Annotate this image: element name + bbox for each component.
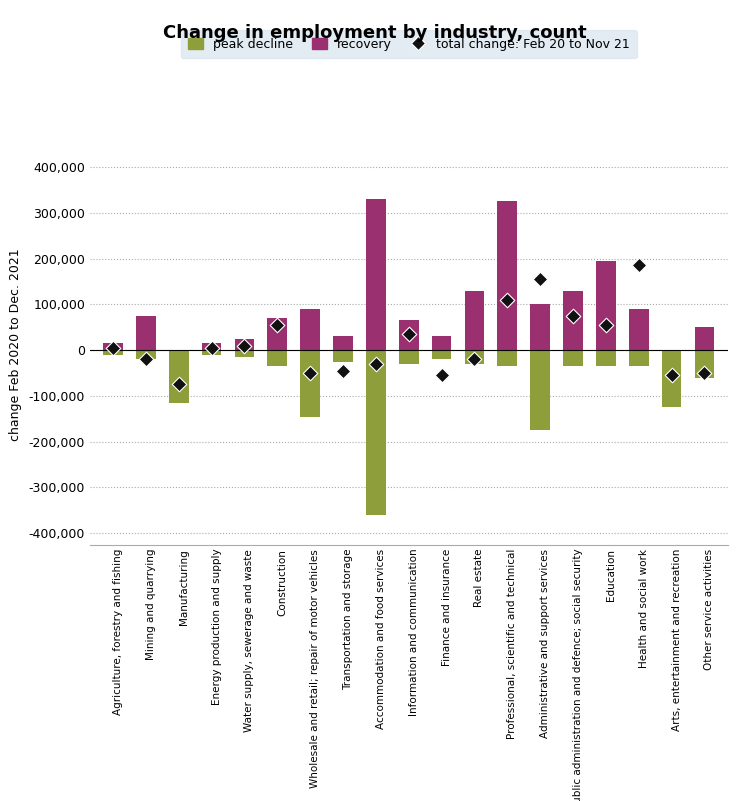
Bar bbox=[333, 350, 353, 361]
Bar bbox=[432, 336, 451, 350]
Bar bbox=[629, 309, 649, 350]
Bar bbox=[399, 350, 418, 364]
Bar bbox=[136, 350, 156, 360]
Bar bbox=[530, 350, 550, 430]
Bar bbox=[202, 344, 221, 350]
total change: Feb 20 to Nov 21: (4, 1e+04): Feb 20 to Nov 21: (4, 1e+04) bbox=[238, 339, 250, 352]
total change: Feb 20 to Nov 21: (15, 5.5e+04): Feb 20 to Nov 21: (15, 5.5e+04) bbox=[600, 319, 612, 332]
total change: Feb 20 to Nov 21: (18, -5e+04): Feb 20 to Nov 21: (18, -5e+04) bbox=[698, 367, 710, 380]
Bar bbox=[268, 350, 287, 366]
total change: Feb 20 to Nov 21: (14, 7.5e+04): Feb 20 to Nov 21: (14, 7.5e+04) bbox=[567, 309, 579, 322]
total change: Feb 20 to Nov 21: (3, 5e+03): Feb 20 to Nov 21: (3, 5e+03) bbox=[206, 341, 218, 354]
Legend: peak decline, recovery, total change: Feb 20 to Nov 21: peak decline, recovery, total change: Fe… bbox=[181, 30, 637, 58]
Bar bbox=[104, 350, 123, 355]
total change: Feb 20 to Nov 21: (9, 3.5e+04): Feb 20 to Nov 21: (9, 3.5e+04) bbox=[403, 328, 415, 340]
Bar bbox=[268, 318, 287, 350]
total change: Feb 20 to Nov 21: (2, -7.5e+04): Feb 20 to Nov 21: (2, -7.5e+04) bbox=[172, 378, 184, 391]
Bar bbox=[530, 304, 550, 350]
total change: Feb 20 to Nov 21: (0, 5e+03): Feb 20 to Nov 21: (0, 5e+03) bbox=[107, 341, 119, 354]
total change: Feb 20 to Nov 21: (12, 1.1e+05): Feb 20 to Nov 21: (12, 1.1e+05) bbox=[501, 293, 513, 306]
Bar bbox=[662, 350, 682, 408]
total change: Feb 20 to Nov 21: (1, -2e+04): Feb 20 to Nov 21: (1, -2e+04) bbox=[140, 353, 152, 366]
Bar bbox=[596, 261, 616, 350]
Bar bbox=[464, 291, 484, 350]
Bar bbox=[464, 350, 484, 364]
Bar bbox=[432, 350, 451, 360]
total change: Feb 20 to Nov 21: (17, -5.5e+04): Feb 20 to Nov 21: (17, -5.5e+04) bbox=[666, 369, 678, 382]
total change: Feb 20 to Nov 21: (16, 1.85e+05): Feb 20 to Nov 21: (16, 1.85e+05) bbox=[633, 259, 645, 272]
total change: Feb 20 to Nov 21: (11, -2e+04): Feb 20 to Nov 21: (11, -2e+04) bbox=[469, 353, 481, 366]
Bar bbox=[104, 344, 123, 350]
Bar bbox=[563, 350, 583, 366]
Bar bbox=[300, 309, 320, 350]
Bar bbox=[169, 350, 188, 403]
Bar bbox=[497, 201, 517, 350]
Text: Change in employment by industry, count: Change in employment by industry, count bbox=[164, 24, 586, 42]
total change: Feb 20 to Nov 21: (6, -5e+04): Feb 20 to Nov 21: (6, -5e+04) bbox=[304, 367, 316, 380]
total change: Feb 20 to Nov 21: (13, 1.55e+05): Feb 20 to Nov 21: (13, 1.55e+05) bbox=[534, 273, 546, 286]
Bar bbox=[366, 199, 386, 350]
Bar bbox=[136, 316, 156, 350]
Bar bbox=[235, 339, 254, 350]
Bar bbox=[497, 350, 517, 366]
Y-axis label: change Feb 2020 to Dec. 2021: change Feb 2020 to Dec. 2021 bbox=[9, 248, 22, 441]
Bar bbox=[202, 350, 221, 355]
Bar bbox=[629, 350, 649, 366]
Bar bbox=[366, 350, 386, 515]
Bar bbox=[300, 350, 320, 417]
Bar bbox=[694, 350, 714, 377]
Bar bbox=[399, 320, 418, 350]
total change: Feb 20 to Nov 21: (8, -3e+04): Feb 20 to Nov 21: (8, -3e+04) bbox=[370, 357, 382, 370]
Bar bbox=[563, 291, 583, 350]
total change: Feb 20 to Nov 21: (10, -5.5e+04): Feb 20 to Nov 21: (10, -5.5e+04) bbox=[436, 369, 448, 382]
Bar bbox=[596, 350, 616, 366]
total change: Feb 20 to Nov 21: (7, -4.5e+04): Feb 20 to Nov 21: (7, -4.5e+04) bbox=[337, 364, 349, 377]
Bar bbox=[333, 336, 353, 350]
Bar bbox=[235, 350, 254, 357]
total change: Feb 20 to Nov 21: (5, 5.5e+04): Feb 20 to Nov 21: (5, 5.5e+04) bbox=[272, 319, 284, 332]
Bar bbox=[694, 328, 714, 350]
